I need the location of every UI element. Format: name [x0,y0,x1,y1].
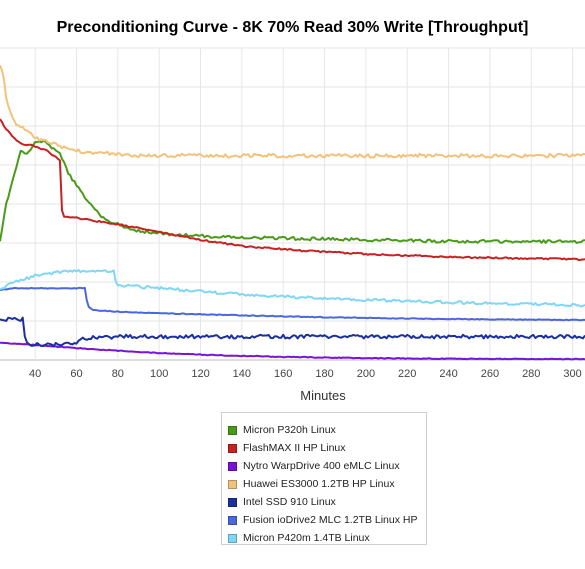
legend-swatch [228,515,237,525]
x-tick-label: 300 [563,368,581,380]
x-tick-label: 120 [191,368,209,380]
x-tick-label: 160 [274,368,292,380]
x-tick-label: 60 [70,368,82,380]
legend-label: Huawei ES3000 1.2TB HP Linux [243,478,395,490]
legend-label: Fusion ioDrive2 MLC 1.2TB Linux HP [243,514,418,526]
x-tick-label: 240 [439,368,457,380]
legend-item[interactable]: Intel SSD 910 Linux [222,493,426,511]
legend-label: Intel SSD 910 Linux [243,496,336,508]
legend-item[interactable]: Nytro WarpDrive 400 eMLC Linux [222,457,426,475]
x-tick-label: 100 [150,368,168,380]
legend-item[interactable]: Micron P320h Linux [222,421,426,439]
x-tick-label: 140 [233,368,251,380]
legend-label: FlashMAX II HP Linux [243,442,346,454]
chart-title: Preconditioning Curve - 8K 70% Read 30% … [56,19,529,36]
x-tick-label: 200 [357,368,375,380]
x-tick-label: 40 [29,368,41,380]
legend-item[interactable]: Micron P420m 1.4TB Linux [222,529,426,547]
series-line-4 [0,65,585,159]
legend-swatch [228,425,237,435]
series-line-1 [0,139,585,244]
series-line-7 [0,269,585,308]
legend-label: Micron P420m 1.4TB Linux [243,532,370,544]
legend-swatch [228,479,237,489]
legend-swatch [228,533,237,543]
legend-swatch [228,461,237,471]
legend-swatch [228,443,237,453]
x-tick-label: 220 [398,368,416,380]
series-line-2 [0,118,585,262]
x-tick-label: 260 [481,368,499,380]
legend-item[interactable]: Huawei ES3000 1.2TB HP Linux [222,475,426,493]
x-tick-label: 180 [315,368,333,380]
legend-label: Nytro WarpDrive 400 eMLC Linux [243,460,400,472]
series-line-6 [0,286,585,322]
legend-item[interactable]: Fusion ioDrive2 MLC 1.2TB Linux HP [222,511,426,529]
legend-item[interactable]: FlashMAX II HP Linux [222,439,426,457]
legend-label: Micron P320h Linux [243,424,336,436]
series-line-5 [0,316,585,348]
x-tick-label: 80 [112,368,124,380]
x-tick-label: 280 [522,368,540,380]
series-line-3 [0,341,585,361]
x-axis-title: Minutes [300,388,346,403]
chart-legend: Micron P320h Linux FlashMAX II HP Linux Ny… [221,412,427,545]
legend-swatch [228,497,237,507]
